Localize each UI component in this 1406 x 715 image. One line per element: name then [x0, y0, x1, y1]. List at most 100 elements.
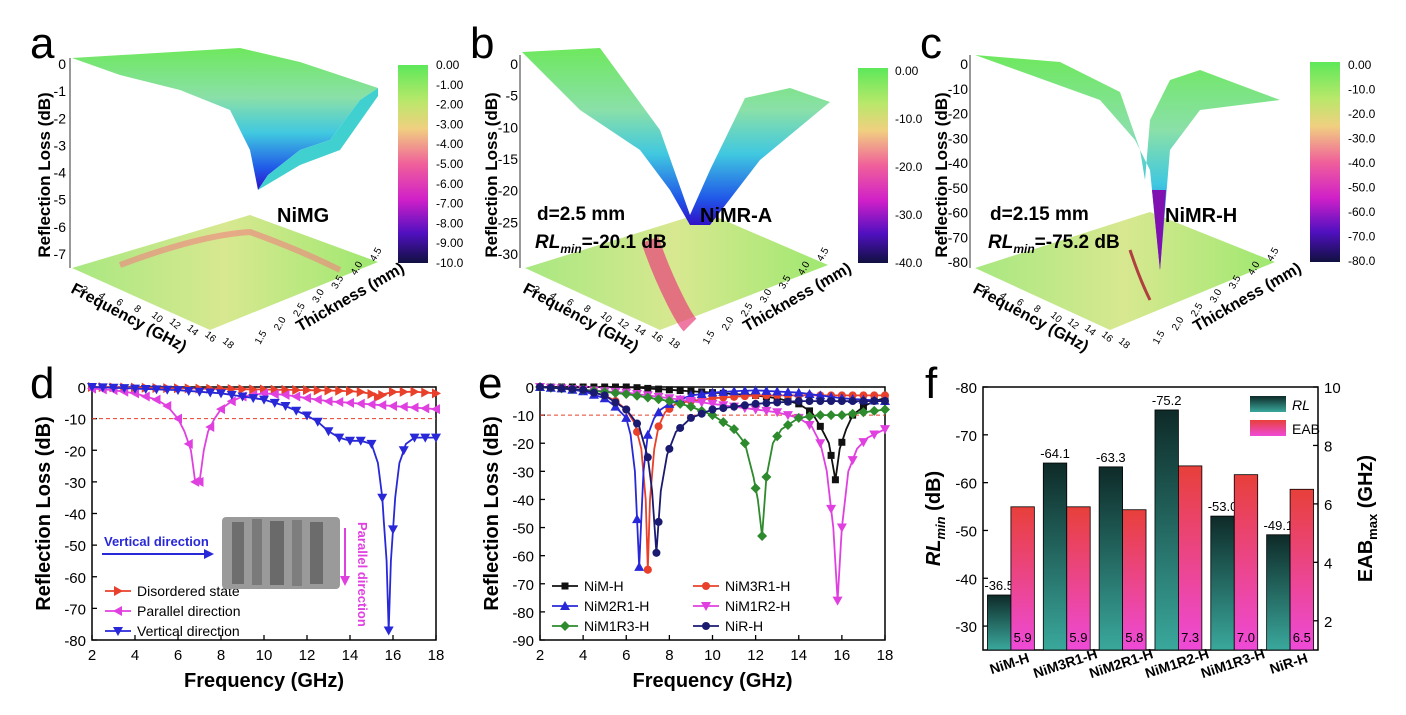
data-marker — [761, 471, 772, 482]
data-marker — [653, 407, 664, 417]
y-tick-label-left: -80 — [955, 380, 977, 397]
data-marker — [827, 397, 836, 406]
y-axis-label-right: EABmax (GHz) — [1355, 455, 1380, 582]
x-axis-label: Frequency (GHz) — [632, 670, 792, 692]
data-marker — [761, 406, 772, 416]
colorbar-tick-label: -9.00 — [436, 236, 464, 250]
y-tick-label: 1.5 — [701, 329, 718, 347]
y-tick-label: -60 — [64, 570, 86, 587]
data-marker — [815, 410, 826, 421]
legend-label: NiM1R2-H — [725, 598, 790, 614]
colorbar-tick-label: -80.0 — [1348, 254, 1376, 268]
y-tick-label: -30 — [64, 475, 86, 492]
legend-label: Disordered state — [137, 583, 240, 599]
data-marker — [312, 394, 322, 405]
data-marker — [334, 433, 345, 443]
data-marker — [701, 602, 711, 611]
data-marker — [621, 389, 632, 400]
colorbar-tick-label: -1.00 — [436, 78, 464, 92]
data-marker — [655, 385, 663, 393]
data-marker — [292, 385, 302, 396]
colorbar-tick-label: -10.0 — [1348, 83, 1376, 97]
x-tick-label: 6 — [564, 297, 576, 309]
floor-contour-c — [975, 212, 1275, 330]
colorbar-tick-label: -20.0 — [1348, 107, 1376, 121]
data-marker — [772, 386, 783, 396]
sample-label-b: NiMR-A — [700, 205, 772, 227]
z-tick-label: -80 — [948, 254, 968, 270]
colorbar-tick-label: -30.0 — [1348, 132, 1376, 146]
colorbar-tick-label: -10.0 — [436, 256, 464, 270]
sample-label-c: NiMR-H — [1165, 205, 1237, 227]
colorbar-b — [858, 68, 888, 263]
x-tick-label: 14 — [185, 323, 201, 339]
data-marker — [302, 393, 311, 404]
data-marker — [324, 385, 334, 396]
data-marker — [546, 383, 555, 392]
x-tick-label: 14 — [342, 647, 359, 664]
x-tick-label: 12 — [747, 647, 764, 664]
data-marker — [303, 385, 312, 396]
y-tick-label-right: 8 — [1324, 438, 1332, 455]
data-marker — [108, 383, 119, 393]
data-marker — [870, 397, 879, 406]
data-marker — [804, 411, 815, 422]
data-marker — [399, 386, 409, 397]
x-tick-label: 18 — [877, 647, 894, 664]
panel-letter-d: d — [30, 359, 54, 408]
y-tick-label: -70 — [512, 577, 534, 594]
y-tick-label: -20 — [64, 443, 86, 460]
data-marker — [383, 626, 394, 636]
colorbar-tick-label: -40.0 — [1348, 156, 1376, 170]
z-axis-label: Reflection Loss (dB) — [482, 92, 501, 257]
bar-label-eab: 6.5 — [1293, 630, 1311, 645]
y-tick-label: 1.5 — [1151, 329, 1168, 347]
y-tick-label-left: -70 — [955, 428, 977, 445]
data-marker — [675, 398, 686, 409]
floor-hotspot-b — [641, 237, 697, 332]
bar-eab — [1178, 465, 1203, 651]
data-marker — [226, 390, 237, 400]
colorbar-tick-label: -60.0 — [1348, 205, 1376, 219]
data-marker — [643, 565, 652, 574]
z-tick-label: -60 — [948, 205, 968, 221]
annotation-d-b: d=2.5 mm — [537, 204, 625, 225]
data-marker — [589, 388, 598, 397]
data-marker — [398, 401, 408, 412]
y-tick-label: -60 — [512, 549, 534, 566]
legend-label: NiM2R1-H — [584, 598, 649, 614]
data-marker — [730, 402, 739, 411]
x-tick-label: 18 — [220, 336, 236, 352]
y-tick-label: 2.0 — [272, 315, 289, 333]
z-tick-label: -30 — [498, 246, 518, 262]
z-tick-label: -4 — [54, 165, 67, 181]
surface-front-a — [258, 88, 378, 190]
z-tick-label: -70 — [948, 229, 968, 245]
colorbar-tick-label: -4.00 — [436, 137, 464, 151]
data-marker — [291, 406, 302, 416]
data-marker — [431, 433, 441, 443]
colorbar-tick-label: -6.00 — [436, 177, 464, 191]
x-tick-label: 18 — [666, 336, 682, 352]
data-marker — [816, 397, 825, 406]
data-marker — [676, 423, 685, 432]
data-marker — [751, 399, 760, 408]
y-tick-label: -80 — [64, 633, 86, 650]
data-marker — [847, 456, 858, 466]
category-label: NiM1R2-H — [1143, 645, 1211, 681]
z-tick-label: -40 — [948, 155, 968, 171]
data-marker — [702, 582, 710, 590]
colorbar-tick-label: -30.0 — [895, 208, 923, 222]
data-marker — [750, 385, 761, 395]
legend-label: NiM3R1-H — [725, 578, 790, 594]
data-marker — [611, 383, 619, 391]
data-marker — [600, 391, 609, 400]
z-tick-label: -6 — [54, 219, 67, 235]
data-marker — [313, 385, 323, 396]
data-marker — [249, 384, 259, 395]
floor-hotspot-a — [118, 228, 342, 273]
y-tick-label: -20 — [512, 436, 534, 453]
annotation-rl-b: RLmin=-20.1 dB — [535, 232, 667, 256]
data-marker — [718, 386, 729, 396]
data-marker — [804, 420, 815, 430]
